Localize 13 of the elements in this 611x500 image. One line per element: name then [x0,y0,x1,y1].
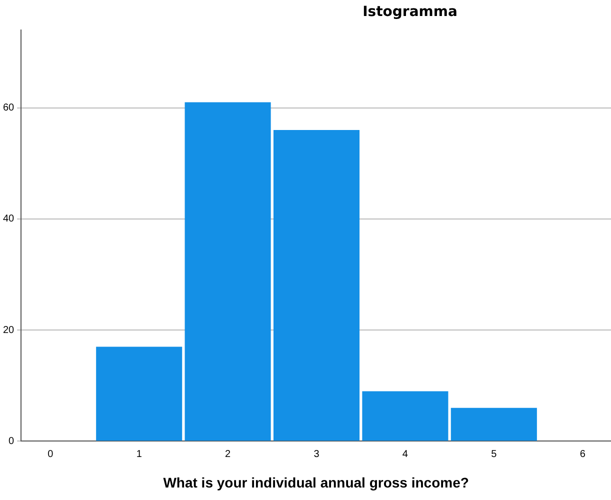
chart-title: Istogramma [362,4,458,20]
x-tick-label: 4 [402,448,408,460]
y-tick-label: 20 [3,324,15,336]
y-tick-label: 40 [3,214,15,225]
y-tick-label: 60 [3,102,15,114]
y-tick-label: 0 [8,436,15,447]
x-tick-label: 2 [225,448,232,460]
x-tick-label: 1 [136,448,142,460]
x-tick-label: 3 [314,448,320,460]
x-tick-label: 0 [48,448,54,460]
x-tick-label: 6 [580,448,586,460]
x-axis-title: What is your individual annual gross income? [163,474,469,490]
x-tick-label: 5 [491,448,498,460]
